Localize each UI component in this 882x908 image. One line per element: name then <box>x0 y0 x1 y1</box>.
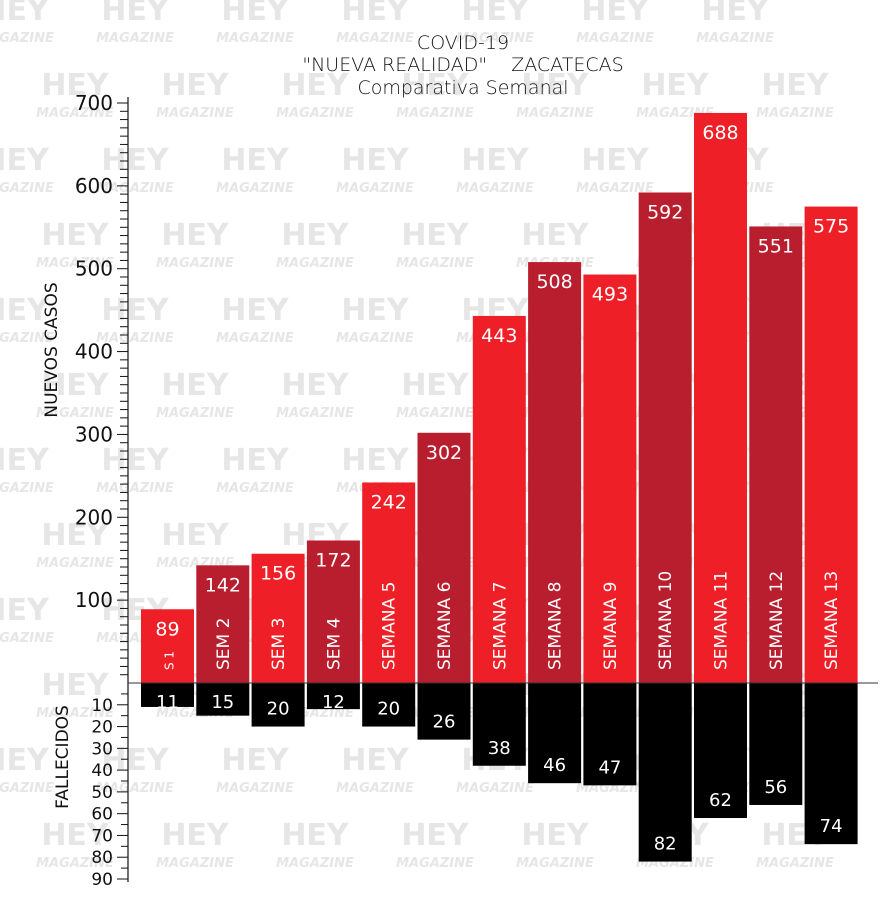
bar-new-cases <box>528 262 582 683</box>
bar-value-label: 443 <box>481 325 517 347</box>
y-tick-label: 500 <box>75 257 113 281</box>
bar-new-cases <box>306 540 360 683</box>
bar-new-cases <box>804 206 858 684</box>
death-value-label: 47 <box>598 757 621 778</box>
bar-value-label: 156 <box>260 563 296 585</box>
category-label: SEMANA 11 <box>712 571 732 670</box>
bar-value-label: 592 <box>647 201 683 223</box>
y-tick-label: 50 <box>91 783 113 803</box>
bar-new-cases <box>362 482 416 683</box>
category-label: SEMANA 8 <box>546 582 566 670</box>
y-tick-label: 90 <box>91 870 113 890</box>
death-value-label: 46 <box>543 755 566 776</box>
bar-value-label: 508 <box>536 271 572 293</box>
bar-new-cases <box>472 315 526 683</box>
category-label: SEM 2 <box>214 618 234 670</box>
category-label: SEM 3 <box>269 618 289 670</box>
y-tick-label: 400 <box>75 340 113 364</box>
category-label: SEMANA 6 <box>435 582 455 670</box>
bar-new-cases <box>638 192 692 683</box>
category-label: SEM 4 <box>324 618 344 670</box>
death-value-label: 20 <box>377 699 400 720</box>
bar-new-cases <box>749 226 803 683</box>
death-value-label: 62 <box>709 790 732 811</box>
bar-new-cases <box>196 565 250 683</box>
death-value-label: 12 <box>322 692 345 713</box>
bar-new-cases <box>417 432 471 683</box>
y-tick-label: 10 <box>91 696 113 716</box>
bar-value-label: 575 <box>813 216 849 238</box>
bar-value-label: 142 <box>205 574 241 596</box>
category-label: SEMANA 7 <box>490 582 510 670</box>
y-tick-label: 700 <box>75 91 113 115</box>
category-label: SEMANA 13 <box>822 571 842 670</box>
bar-value-label: 89 <box>155 618 179 640</box>
y-tick-label: 300 <box>75 422 113 446</box>
bar-value-label: 551 <box>758 235 794 257</box>
bar-new-cases <box>583 274 637 683</box>
bar-deaths <box>362 683 416 727</box>
bar-deaths <box>306 683 360 710</box>
category-label: S 1 <box>163 651 177 670</box>
bar-deaths <box>694 683 747 819</box>
bar-deaths <box>638 683 692 862</box>
bar-new-cases <box>141 609 194 683</box>
chart-title: COVID-19 <box>417 32 509 54</box>
death-value-label: 26 <box>433 712 456 733</box>
bar-value-label: 242 <box>371 491 407 513</box>
chart-subtitle: "NUEVA REALIDAD" ZACATECAS <box>302 54 623 76</box>
bar-value-label: 302 <box>426 442 462 464</box>
y-tick-label: 600 <box>75 174 113 198</box>
bar-deaths <box>472 683 526 766</box>
death-value-label: 11 <box>156 692 179 713</box>
bar-deaths <box>417 683 471 740</box>
y-tick-label: 70 <box>91 826 113 846</box>
y-tick-label: 30 <box>91 739 113 759</box>
bar-deaths <box>251 683 305 727</box>
bar-deaths <box>749 683 803 805</box>
y-tick-label: 200 <box>75 505 113 529</box>
death-value-label: 82 <box>654 834 677 855</box>
y-tick-label: 60 <box>91 805 113 825</box>
death-value-label: 38 <box>488 738 511 759</box>
category-label: SEMANA 12 <box>767 571 787 670</box>
bar-deaths <box>528 683 582 784</box>
y-tick-label: 20 <box>91 718 113 738</box>
bar-deaths <box>804 683 858 845</box>
chart-subtitle-2: Comparativa Semanal <box>357 77 568 99</box>
bar-value-label: 172 <box>315 549 351 571</box>
death-value-label: 15 <box>211 692 234 713</box>
death-value-label: 56 <box>764 777 787 798</box>
bar-deaths <box>196 683 250 716</box>
category-label: SEMANA 10 <box>656 571 676 670</box>
bar-new-cases <box>251 553 305 683</box>
y-axis-title-cases: NUEVOS CASOS <box>42 282 62 417</box>
category-label: SEMANA 9 <box>601 582 621 670</box>
bar-value-label: 493 <box>592 284 628 306</box>
bar-deaths <box>583 683 637 786</box>
death-value-label: 74 <box>820 816 843 837</box>
y-tick-label: 100 <box>75 588 113 612</box>
bar-deaths <box>141 683 194 707</box>
y-tick-label: 40 <box>91 761 113 781</box>
y-tick-label: 80 <box>91 848 113 868</box>
death-value-label: 20 <box>267 699 290 720</box>
bar-new-cases <box>694 112 747 683</box>
y-axis-title-deaths: FALLECIDOS <box>53 705 73 809</box>
bar-value-label: 688 <box>702 122 738 144</box>
category-label: SEMANA 5 <box>380 582 400 670</box>
